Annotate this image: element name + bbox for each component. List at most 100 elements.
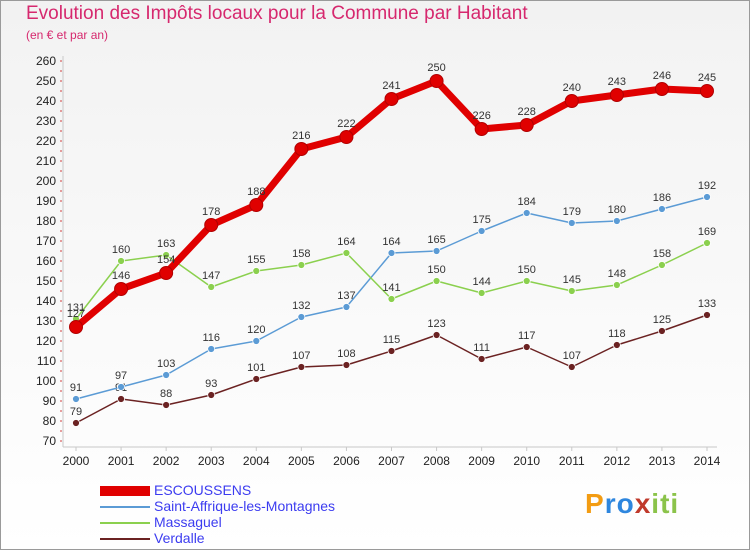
data-point (703, 193, 711, 201)
data-label: 226 (472, 110, 490, 122)
data-point (204, 218, 219, 232)
data-label: 216 (292, 130, 310, 142)
y-tick-label: 110 (37, 354, 56, 368)
logo-letter: o (616, 488, 635, 519)
y-tick-label: 260 (36, 54, 56, 68)
data-point (567, 363, 576, 371)
data-label: 148 (608, 268, 626, 280)
legend-label-saint-affrique: Saint-Affrique-les-Montagnes (154, 498, 336, 514)
data-label: 137 (337, 290, 355, 302)
data-point (703, 239, 711, 247)
y-tick-label: 200 (36, 174, 56, 188)
data-point (162, 401, 171, 409)
data-label: 118 (608, 328, 626, 340)
proxiti-logo: Proxiti (585, 488, 679, 520)
data-label: 131 (67, 302, 85, 314)
data-point (519, 118, 534, 132)
data-point (567, 287, 576, 295)
data-point (567, 219, 576, 227)
data-point (69, 320, 83, 334)
x-tick-label: 2012 (604, 454, 631, 468)
data-label: 155 (247, 254, 265, 266)
y-tick-label: 100 (36, 374, 56, 388)
legend-label-verdalle: Verdalle (154, 530, 205, 546)
x-tick-label: 2009 (468, 454, 495, 468)
data-label: 107 (292, 350, 310, 362)
data-point (207, 345, 216, 353)
data-label: 132 (292, 300, 310, 312)
data-label: 241 (382, 80, 400, 92)
x-tick-label: 2002 (153, 454, 180, 468)
data-point (387, 347, 396, 355)
data-label: 120 (247, 324, 265, 336)
data-label: 165 (427, 234, 445, 246)
data-label: 188 (247, 186, 265, 198)
data-point (297, 261, 306, 269)
data-point (477, 355, 486, 363)
data-label: 145 (563, 274, 581, 286)
logo-letter: t (660, 488, 671, 519)
logo-letter: x (634, 488, 652, 519)
data-point (297, 363, 306, 371)
data-point (609, 88, 624, 102)
x-tick-label: 2003 (198, 454, 225, 468)
data-label: 141 (382, 282, 400, 294)
data-point (477, 227, 486, 235)
data-label: 91 (70, 382, 82, 394)
data-label: 125 (653, 314, 671, 326)
data-point (114, 282, 129, 296)
data-point (252, 375, 261, 383)
data-point (432, 331, 441, 339)
data-point (339, 130, 354, 144)
data-point (252, 337, 261, 345)
data-label: 154 (157, 254, 175, 266)
data-point (387, 295, 396, 303)
chart-title: Evolution des Impôts locaux pour la Comm… (26, 3, 528, 24)
data-point (342, 361, 351, 369)
data-point (387, 249, 396, 257)
data-label: 240 (563, 82, 581, 94)
data-label: 246 (653, 70, 671, 82)
data-point (522, 343, 531, 351)
data-point (162, 251, 171, 259)
data-label: 127 (67, 308, 85, 320)
data-point (117, 257, 125, 265)
data-label: 169 (698, 226, 716, 238)
data-label: 103 (157, 358, 175, 370)
data-point (72, 419, 80, 427)
data-label: 164 (382, 236, 400, 248)
y-tick-label: 70 (43, 434, 57, 448)
data-label: 158 (653, 248, 671, 260)
data-point (700, 84, 714, 98)
data-label: 175 (472, 214, 490, 226)
data-point (612, 281, 621, 289)
x-tick-label: 2011 (559, 454, 585, 468)
data-point (342, 249, 351, 257)
data-label: 101 (247, 362, 265, 374)
y-tick-label: 140 (36, 294, 56, 308)
data-label: 150 (427, 264, 445, 276)
line-chart: 7080901001101201301401501601701801902002… (36, 54, 721, 468)
data-point (477, 289, 486, 297)
data-label: 150 (518, 264, 536, 276)
data-label: 107 (563, 350, 581, 362)
y-tick-label: 250 (36, 74, 56, 88)
data-point (342, 303, 351, 311)
x-tick-label: 2005 (288, 454, 315, 468)
y-tick-label: 130 (36, 314, 56, 328)
y-tick-label: 180 (36, 214, 56, 228)
data-label: 108 (337, 348, 355, 360)
data-label: 178 (202, 206, 220, 218)
data-label: 179 (563, 206, 581, 218)
y-tick-label: 230 (36, 114, 56, 128)
data-point (564, 94, 579, 108)
data-label: 115 (383, 334, 401, 346)
data-label: 245 (698, 72, 716, 84)
y-tick-label: 80 (43, 414, 57, 428)
data-point (117, 395, 125, 403)
data-point (522, 209, 531, 217)
data-label: 250 (427, 62, 445, 74)
data-label: 163 (157, 238, 175, 250)
legend-swatch-massaguel (100, 522, 150, 524)
data-label: 158 (292, 248, 310, 260)
